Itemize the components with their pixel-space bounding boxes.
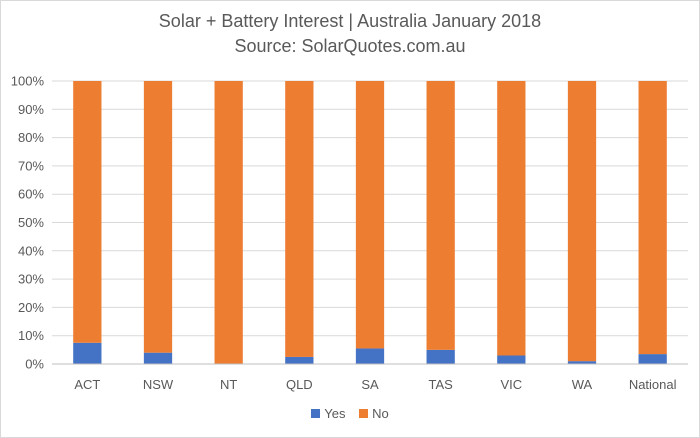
bar-yes-wa xyxy=(567,361,597,364)
chart-title: Solar + Battery Interest | Australia Jan… xyxy=(158,11,542,31)
bar-yes-qld xyxy=(285,356,314,364)
bar-yes-sa xyxy=(355,348,385,364)
bar-no-wa xyxy=(567,81,597,362)
y-tick-label: 90% xyxy=(18,102,44,117)
bar-no-national xyxy=(638,81,667,355)
bar-yes-tas xyxy=(426,349,455,364)
legend-swatch-no xyxy=(359,409,369,418)
legend-label-no: No xyxy=(372,406,389,421)
y-tick-label: 100% xyxy=(11,74,45,89)
y-tick-label: 20% xyxy=(18,300,44,315)
x-tick-label: NT xyxy=(220,377,237,392)
bar-no-nsw xyxy=(143,81,173,353)
bar-no-sa xyxy=(355,81,385,349)
legend-swatch-yes xyxy=(311,409,321,418)
x-tick-label: TAS xyxy=(429,377,454,392)
x-tick-label: QLD xyxy=(286,377,313,392)
legend-item-yes: Yes xyxy=(311,406,345,421)
legend-item-no: No xyxy=(359,406,389,421)
legend: Yes No xyxy=(0,406,700,421)
bar-yes-national xyxy=(638,354,667,364)
x-tick-label: ACT xyxy=(74,377,100,392)
x-tick-label: VIC xyxy=(500,377,522,392)
y-tick-label: 30% xyxy=(18,272,44,287)
y-tick-label: 60% xyxy=(18,187,44,202)
legend-label-yes: Yes xyxy=(324,406,346,421)
y-tick-label: 10% xyxy=(18,328,44,343)
y-tick-label: 70% xyxy=(18,158,44,173)
bar-no-vic xyxy=(497,81,526,356)
bar-yes-act xyxy=(73,342,102,364)
y-tick-label: 80% xyxy=(18,130,44,145)
x-tick-label: National xyxy=(629,377,677,392)
x-tick-label: WA xyxy=(572,377,593,392)
bar-yes-vic xyxy=(497,355,526,364)
y-tick-label: 50% xyxy=(18,215,44,230)
bar-no-tas xyxy=(426,81,455,350)
y-tick-label: 40% xyxy=(18,243,44,258)
bar-no-nt xyxy=(214,81,243,364)
bar-no-qld xyxy=(285,81,314,357)
bar-yes-nsw xyxy=(143,352,173,364)
bar-no-act xyxy=(73,81,102,343)
y-tick-label: 0% xyxy=(25,357,44,372)
x-tick-label: NSW xyxy=(143,377,174,392)
x-tick-label: SA xyxy=(361,377,379,392)
chart-subtitle: Source: SolarQuotes.com.au xyxy=(234,36,466,56)
